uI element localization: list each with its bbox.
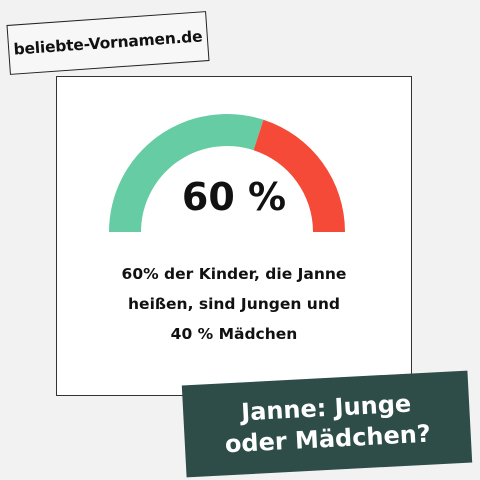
info-card: 60 % 60% der Kinder, die Janne heißen, s…	[56, 76, 412, 396]
gauge-girls-segment	[253, 119, 345, 232]
gender-gauge	[109, 113, 345, 232]
gauge-value: 60 %	[181, 175, 287, 219]
description-text: 60% der Kinder, die Janne heißen, sind J…	[57, 259, 411, 349]
description-line: heißen, sind Jungen und	[128, 295, 340, 313]
question-banner: Janne: Junge oder Mädchen?	[181, 370, 473, 478]
description-line: 40 % Mädchen	[170, 325, 298, 343]
description-line: 60% der Kinder, die Janne	[121, 265, 347, 283]
gauge-boys-segment	[109, 113, 264, 232]
site-name-tag: beliebte-Vornamen.de	[6, 11, 210, 75]
site-name: beliebte-Vornamen.de	[12, 27, 203, 59]
